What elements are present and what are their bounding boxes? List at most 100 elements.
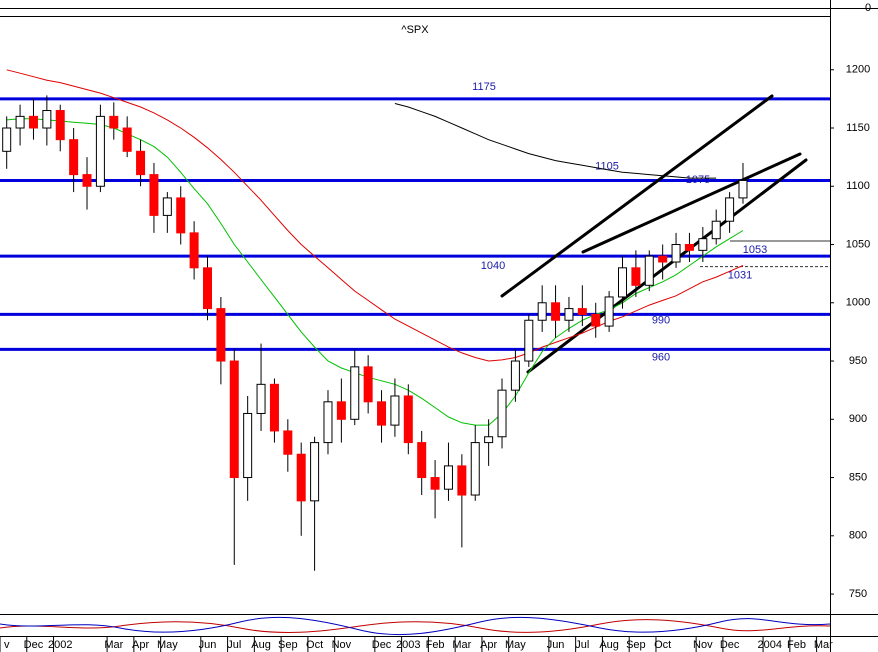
y-tick-label: 950 — [849, 355, 867, 367]
trend-channel — [500, 94, 808, 374]
candle-body — [350, 366, 360, 420]
x-tick-label: Dec — [24, 639, 44, 651]
trend-line — [526, 158, 808, 374]
x-tick-label: 2004 — [758, 639, 782, 651]
candle-body — [69, 139, 79, 176]
candle-body — [390, 395, 400, 426]
y-tick-label: 750 — [849, 588, 867, 600]
x-tick-label: Jul — [575, 639, 589, 651]
candle-body — [738, 179, 748, 199]
candle-body — [377, 401, 387, 426]
trend-line — [581, 152, 802, 254]
x-tick-label: Oct — [306, 639, 323, 651]
candle-body — [604, 296, 614, 327]
candle-body — [283, 430, 293, 455]
x-tick-label: Nov — [693, 639, 713, 651]
x-tick-label: Jun — [199, 639, 217, 651]
moving-average — [394, 103, 717, 179]
candle-body — [203, 267, 212, 310]
indicator-line — [0, 616, 831, 636]
candle-body — [470, 442, 480, 496]
candle-body — [243, 412, 253, 479]
x-tick-label: v — [4, 639, 10, 651]
y-tick-label: 1000 — [846, 297, 870, 309]
candle-body — [136, 150, 146, 176]
level-label: 1105 — [595, 160, 619, 172]
candle-body — [296, 453, 306, 502]
candle-body — [564, 308, 574, 321]
x-tick-label: Sep — [278, 639, 298, 651]
support-label: 1053 — [743, 244, 767, 256]
candle-body — [551, 302, 561, 321]
candle-body — [497, 389, 507, 438]
candle-body — [631, 267, 641, 286]
candle-body — [256, 383, 266, 414]
candle-body — [363, 366, 373, 403]
candle-body — [269, 383, 279, 432]
level-label: 1175 — [472, 81, 496, 93]
candle-body — [42, 110, 52, 129]
x-tick-label: Nov — [332, 639, 352, 651]
candle-body — [28, 115, 38, 129]
chart-title: ^SPX — [401, 24, 429, 36]
x-tick-label: Mar — [814, 639, 833, 651]
candle-body — [577, 308, 587, 315]
candle-body — [310, 442, 320, 502]
x-tick-label: Feb — [426, 639, 445, 651]
trend-line — [500, 94, 774, 298]
support-label: 1031 — [728, 270, 752, 282]
x-tick-label: Apr — [480, 639, 497, 651]
y-tick-label: 850 — [849, 471, 867, 483]
candle-body — [403, 395, 413, 444]
moving-average — [6, 69, 744, 362]
x-tick-label: 2003 — [396, 639, 420, 651]
y-tick-label: 800 — [849, 530, 867, 542]
candle-body — [82, 174, 92, 187]
candle-body — [216, 308, 226, 362]
candle-body — [109, 115, 119, 129]
x-tick-label: May — [157, 639, 178, 651]
x-tick-label: Aug — [599, 639, 619, 651]
x-tick-label: Mar — [452, 639, 471, 651]
candle-body — [15, 115, 25, 129]
x-tick-label: Oct — [654, 639, 671, 651]
candle-body — [95, 115, 105, 187]
candle-body — [176, 197, 186, 234]
level-label: 1040 — [481, 260, 505, 272]
candle-body — [336, 401, 346, 420]
x-tick-label: Aug — [251, 639, 271, 651]
candle-body — [430, 477, 440, 490]
candle-body — [323, 401, 333, 444]
annotation: 1075 — [686, 174, 710, 186]
candle-body — [698, 238, 708, 251]
candle-body — [671, 244, 681, 263]
x-tick-label: Dec — [720, 639, 740, 651]
candle-body — [618, 267, 627, 298]
indicator-line — [0, 619, 831, 633]
candle-body — [510, 360, 520, 391]
candle-body — [684, 244, 694, 251]
candle-body — [484, 436, 494, 444]
x-tick-label: Sep — [626, 639, 646, 651]
candle-body — [725, 197, 735, 222]
candle-body — [711, 220, 721, 240]
y-tick-label: 1200 — [846, 64, 870, 76]
y-tick-label: 1050 — [846, 238, 870, 250]
y-tick-label: 1150 — [846, 122, 870, 134]
candle-body — [122, 127, 132, 152]
volume-tick-label: 0 — [865, 2, 871, 14]
x-tick-label: 2002 — [48, 639, 72, 651]
x-tick-label: Mar — [104, 639, 123, 651]
level-label: 990 — [652, 314, 670, 326]
candle-body — [229, 360, 239, 479]
candle-body — [189, 232, 199, 269]
x-tick-label: Feb — [787, 639, 806, 651]
candle-body — [2, 127, 12, 152]
level-label: 960 — [652, 351, 670, 363]
candle-body — [524, 319, 534, 362]
candle-body — [162, 197, 172, 216]
candle-body — [443, 465, 453, 490]
candle-body — [644, 255, 654, 286]
